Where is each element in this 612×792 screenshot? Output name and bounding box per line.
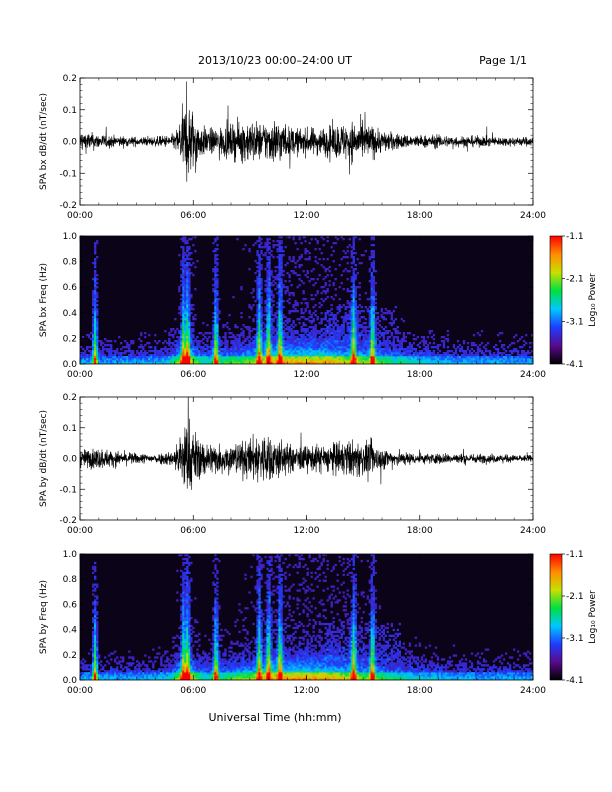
x-tick-label: 00:00 — [67, 211, 93, 221]
spectrogram-cells-4 — [80, 554, 533, 680]
x-tick-label: 24:00 — [520, 211, 546, 221]
colorbar-tick-label: -1.1 — [566, 232, 584, 242]
colorbar-tick-label: -4.1 — [566, 676, 584, 686]
x-tick-label: 18:00 — [407, 211, 433, 221]
x-tick-label: 12:00 — [294, 211, 320, 221]
y-tick-label: -0.2 — [59, 201, 77, 211]
x-tick-label: 00:00 — [67, 686, 93, 696]
colorbar-tick-label: -2.1 — [566, 592, 584, 602]
y-tick-label: 0.0 — [63, 676, 78, 686]
x-tick-label: 24:00 — [520, 526, 546, 536]
colorbar-label: Log₁₀ Power — [588, 273, 598, 327]
x-tick-label: 12:00 — [294, 370, 320, 380]
y-tick-label: 0.2 — [63, 74, 77, 84]
y-tick-label: 0.6 — [63, 283, 78, 293]
colorbar-scale — [549, 235, 563, 365]
x-tick-label: 18:00 — [407, 370, 433, 380]
y-tick-label: -0.2 — [59, 516, 77, 526]
x-tick-label: 12:00 — [294, 686, 320, 696]
y-tick-label: 0.4 — [63, 309, 78, 319]
panels: 0.20.10.0-0.1-0.200:00 06:00 12:00 18:00 24:… — [39, 74, 598, 696]
colorbar-tick-label: -2.1 — [566, 275, 584, 285]
page-title: 2013/10/23 00:00–24:00 UT — [198, 54, 352, 67]
y-tick-label: 1.0 — [63, 550, 78, 560]
y-tick-label: -0.1 — [59, 485, 77, 495]
x-tick-label: 06:00 — [180, 526, 206, 536]
y-tick-label: 0.4 — [63, 626, 78, 636]
page-number: Page 1/1 — [479, 54, 527, 67]
x-tick-label: 12:00 — [294, 526, 320, 536]
trace-1 — [80, 81, 533, 182]
y-axis-title: SPA bx Freq (Hz) — [39, 263, 49, 337]
colorbar-label: Log₁₀ Power — [588, 590, 598, 644]
y-tick-label: 0.1 — [63, 106, 77, 116]
y-tick-label: -0.1 — [59, 169, 77, 179]
trace-3 — [80, 397, 533, 490]
colorbar-scale — [549, 553, 563, 681]
y-tick-label: 0.2 — [63, 334, 77, 344]
x-axis-title: Universal Time (hh:mm) — [209, 711, 342, 724]
panel-1: 0.2 0.1 0.0 -0.1 -0.200:00 06:00 12:00 18:00 24:… — [39, 74, 546, 221]
y-tick-label: 0.8 — [63, 258, 78, 268]
y-tick-label: 0.0 — [63, 138, 78, 148]
x-tick-label: 24:00 — [520, 686, 546, 696]
x-tick-label: 06:00 — [180, 211, 206, 221]
colorbar-tick-label: -1.1 — [566, 550, 584, 560]
colorbar-tick-label: -3.1 — [566, 634, 584, 644]
spectrogram-cells-2 — [80, 236, 533, 364]
y-tick-label: 0.0 — [63, 360, 78, 370]
colorbar-tick-label: -3.1 — [566, 317, 584, 327]
y-tick-label: 0.2 — [63, 651, 77, 661]
y-tick-label: 0.1 — [63, 424, 77, 434]
x-tick-label: 06:00 — [180, 686, 206, 696]
y-tick-label: 0.0 — [63, 455, 78, 465]
y-axis-title: SPA by Freq (Hz) — [39, 580, 49, 654]
panel-2: -1.1 -2.1 -3.1 -4.1 Log₁₀ Power 1.0 0.8 0.6 0.4 0… — [39, 232, 598, 380]
x-tick-label: 06:00 — [180, 370, 206, 380]
y-axis-title: SPA bx dB/dt (nT/sec) — [39, 93, 49, 190]
x-tick-label: 00:00 — [67, 526, 93, 536]
x-tick-label: 24:00 — [520, 370, 546, 380]
y-tick-label: 0.2 — [63, 393, 77, 403]
x-tick-label: 18:00 — [407, 526, 433, 536]
x-tick-label: 00:00 — [67, 370, 93, 380]
y-tick-label: 1.0 — [63, 232, 78, 242]
y-axis-title: SPA by dB/dt (nT/sec) — [39, 410, 49, 507]
panel-4: -1.1 -2.1 -3.1 -4.1 Log₁₀ Power 1.0 0.8 0.6 0.4 0… — [39, 550, 598, 696]
y-tick-label: 0.6 — [63, 600, 78, 610]
x-tick-label: 18:00 — [407, 686, 433, 696]
colorbar-tick-label: -4.1 — [566, 360, 584, 370]
y-tick-label: 0.8 — [63, 575, 78, 585]
colorbar-2: -1.1 -2.1 -3.1 -4.1 Log₁₀ Power — [549, 232, 598, 370]
colorbar-4: -1.1 -2.1 -3.1 -4.1 Log₁₀ Power — [549, 550, 598, 686]
panel-3: 0.2 0.1 0.0 -0.1 -0.200:00 06:00 12:00 18:00 24:… — [39, 393, 546, 536]
